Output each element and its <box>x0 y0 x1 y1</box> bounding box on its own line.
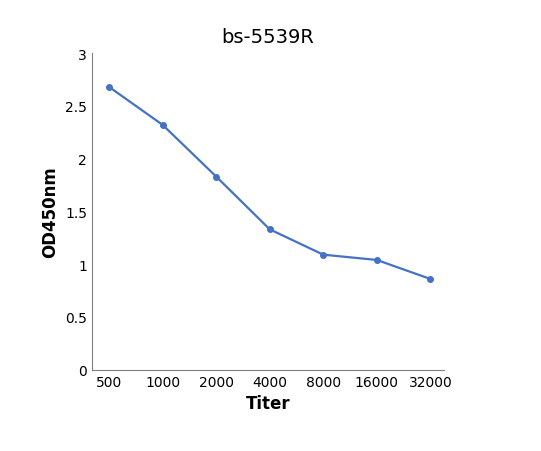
X-axis label: Titer: Titer <box>246 394 290 412</box>
Title: bs-5539R: bs-5539R <box>221 28 314 47</box>
Y-axis label: OD450nm: OD450nm <box>42 166 60 258</box>
